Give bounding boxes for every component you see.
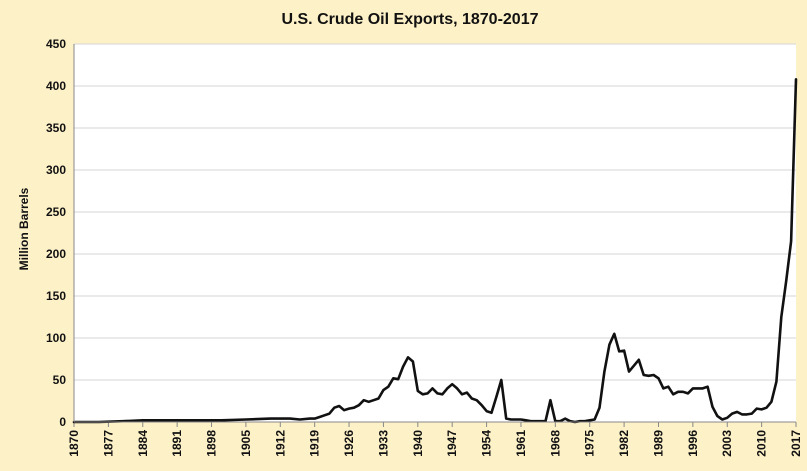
x-tick-label: 1947 bbox=[445, 430, 459, 457]
x-tick-label: 1870 bbox=[67, 430, 81, 457]
x-tick-label: 1968 bbox=[548, 430, 562, 457]
x-tick-label: 1919 bbox=[308, 430, 322, 457]
y-tick-label: 0 bbox=[59, 415, 66, 429]
x-tick-label: 1989 bbox=[651, 430, 665, 457]
x-tick-label: 1912 bbox=[273, 430, 287, 457]
x-tick-label: 1975 bbox=[583, 430, 597, 457]
y-tick-label: 450 bbox=[46, 37, 66, 51]
x-tick-label: 1877 bbox=[101, 430, 115, 457]
y-tick-label: 250 bbox=[46, 205, 66, 219]
x-tick-label: 1940 bbox=[411, 430, 425, 457]
x-tick-label: 1961 bbox=[514, 430, 528, 457]
x-tick-label: 1954 bbox=[480, 430, 494, 457]
y-tick-label: 400 bbox=[46, 79, 66, 93]
x-tick-label: 2010 bbox=[755, 430, 769, 457]
plot-area: 0 50 100 150 200 250 300 350 400 450 1870 1877 1884… bbox=[46, 37, 803, 457]
x-tick-label: 1926 bbox=[342, 430, 356, 457]
x-tick-label: 1884 bbox=[136, 430, 150, 457]
x-tick-label: 2017 bbox=[789, 430, 803, 457]
x-tick-label: 1933 bbox=[376, 430, 390, 457]
x-axis-ticks: 1870 1877 1884 1891 1898 1905 1912 1919 1926 1933… bbox=[67, 422, 803, 457]
series-line bbox=[72, 78, 798, 424]
series-layer bbox=[72, 78, 798, 424]
chart-title: U.S. Crude Oil Exports, 1870-2017 bbox=[282, 11, 539, 28]
x-tick-label: 1996 bbox=[686, 430, 700, 457]
x-tick-label: 1898 bbox=[205, 430, 219, 457]
y-tick-label: 200 bbox=[46, 247, 66, 261]
y-tick-label: 100 bbox=[46, 331, 66, 345]
y-tick-label: 50 bbox=[53, 373, 67, 387]
y-tick-label: 350 bbox=[46, 121, 66, 135]
y-axis-ticks: 0 50 100 150 200 250 300 350 400 450 bbox=[46, 37, 66, 429]
x-tick-label: 1891 bbox=[170, 430, 184, 457]
x-tick-label: 1982 bbox=[617, 430, 631, 457]
x-tick-label: 2003 bbox=[720, 430, 734, 457]
y-tick-label: 300 bbox=[46, 163, 66, 177]
plot-background bbox=[74, 44, 796, 422]
x-tick-label: 1905 bbox=[239, 430, 253, 457]
gridlines bbox=[74, 43, 796, 381]
y-tick-label: 150 bbox=[46, 289, 66, 303]
y-axis-label: Million Barrels bbox=[17, 187, 31, 270]
